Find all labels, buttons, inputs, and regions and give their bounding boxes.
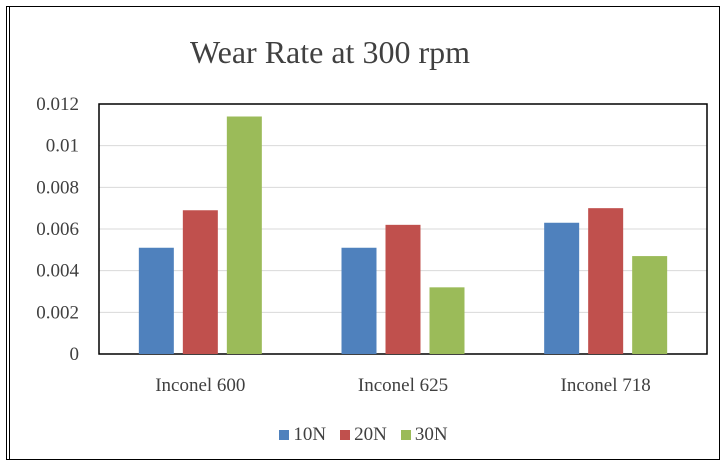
legend-item-20n: 20N	[340, 424, 387, 446]
legend-label-30n: 30N	[414, 424, 448, 445]
chart-frame	[6, 6, 720, 460]
y-tick-label: 0.008	[36, 177, 79, 198]
legend-label-10n: 10N	[293, 424, 327, 445]
bar-20n-inconel-718	[588, 208, 624, 354]
bar-30n-inconel-600	[226, 116, 262, 354]
bar-10n-inconel-625	[341, 247, 377, 354]
x-tick-label: Inconel 625	[358, 375, 448, 396]
y-tick-label: 0.006	[36, 219, 79, 240]
chart-legend: 10N 20N 30N	[0, 424, 727, 446]
y-tick-label: 0	[70, 344, 80, 365]
bar-10n-inconel-600	[138, 247, 174, 354]
y-tick-label: 0.004	[36, 261, 79, 282]
x-tick-label: Inconel 600	[155, 375, 245, 396]
legend-swatch-30n	[400, 430, 411, 440]
legend-swatch-10n	[279, 430, 290, 440]
y-tick-label: 0.01	[46, 136, 79, 157]
x-tick-label: Inconel 718	[561, 375, 651, 396]
y-tick-label: 0.012	[36, 94, 79, 115]
bar-20n-inconel-600	[182, 210, 218, 354]
legend-item-10n: 10N	[279, 424, 326, 446]
bar-30n-inconel-625	[429, 287, 465, 354]
bar-10n-inconel-718	[544, 222, 580, 354]
chart-title: Wear Rate at 300 rpm	[190, 34, 470, 70]
bar-30n-inconel-718	[632, 256, 668, 354]
bar-20n-inconel-625	[385, 224, 421, 354]
legend-swatch-20n	[340, 430, 351, 440]
y-tick-label: 0.002	[36, 302, 79, 323]
legend-label-20n: 20N	[354, 424, 387, 445]
legend-item-30n: 30N	[400, 424, 448, 446]
